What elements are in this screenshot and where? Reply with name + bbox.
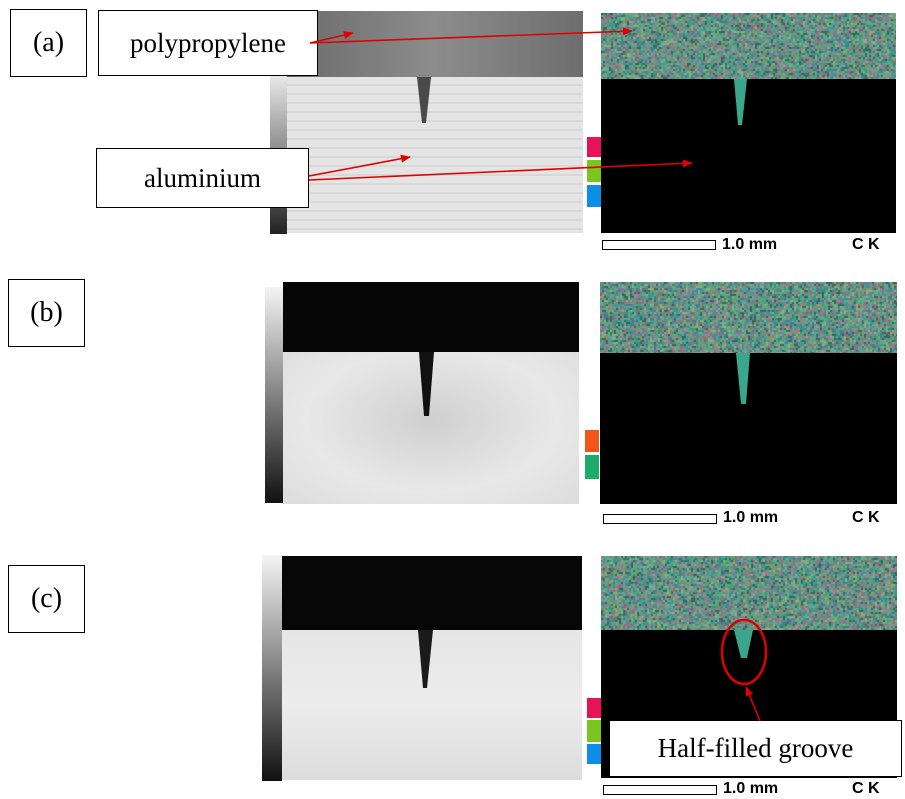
noise-canvas-a <box>601 13 896 79</box>
groove-fill-a <box>734 79 747 125</box>
legend-swatch-teal-b <box>585 455 599 479</box>
ck-map-b <box>600 282 897 504</box>
scalebar-b <box>603 514 717 524</box>
scale-text-a: 1.0 mm <box>722 236 778 253</box>
groove-b <box>419 352 434 416</box>
polypropylene-layer-a <box>287 11 583 77</box>
sem-image-c <box>282 556 582 780</box>
sem-image-a <box>287 11 583 233</box>
groove-c <box>418 630 433 688</box>
legend-swatch-orange-b <box>585 430 599 452</box>
legend-swatch-magenta-c <box>587 698 601 718</box>
grayscale-bar-c <box>262 555 282 781</box>
polypropylene-callout: polypropylene <box>98 10 318 76</box>
element-label-a: C K <box>852 236 880 253</box>
noise-canvas-c <box>601 556 897 630</box>
legend-swatch-green-c <box>587 720 601 742</box>
panel-label-a: (a) <box>10 9 87 77</box>
sem-image-b <box>283 282 579 504</box>
element-label-b: C K <box>852 509 880 526</box>
half-filled-groove-callout: Half-filled groove <box>609 720 902 777</box>
polypropylene-layer-c <box>282 556 582 630</box>
scalebar-a <box>602 240 716 250</box>
panel-label-b: (b) <box>8 279 85 347</box>
aluminium-layer-c <box>282 630 582 780</box>
legend-swatch-green-a <box>587 160 601 182</box>
element-label-c: C K <box>852 780 880 797</box>
ck-map-a <box>601 13 896 233</box>
legend-swatch-blue-a <box>587 185 601 207</box>
noise-canvas-b <box>600 282 897 353</box>
scale-text-b: 1.0 mm <box>723 509 779 526</box>
groove-a <box>417 77 431 123</box>
scale-text-c: 1.0 mm <box>723 780 779 797</box>
groove-fill-b <box>736 353 750 404</box>
legend-swatch-magenta-a <box>587 137 601 157</box>
groove-fill-c <box>734 630 753 658</box>
polypropylene-layer-b <box>283 282 579 352</box>
aluminium-layer-a <box>287 77 583 233</box>
aluminium-callout: aluminium <box>96 148 309 208</box>
panel-label-c: (c) <box>8 565 85 633</box>
scalebar-c <box>603 785 717 795</box>
legend-swatch-blue-c <box>587 744 601 764</box>
grayscale-bar-b <box>265 287 283 503</box>
